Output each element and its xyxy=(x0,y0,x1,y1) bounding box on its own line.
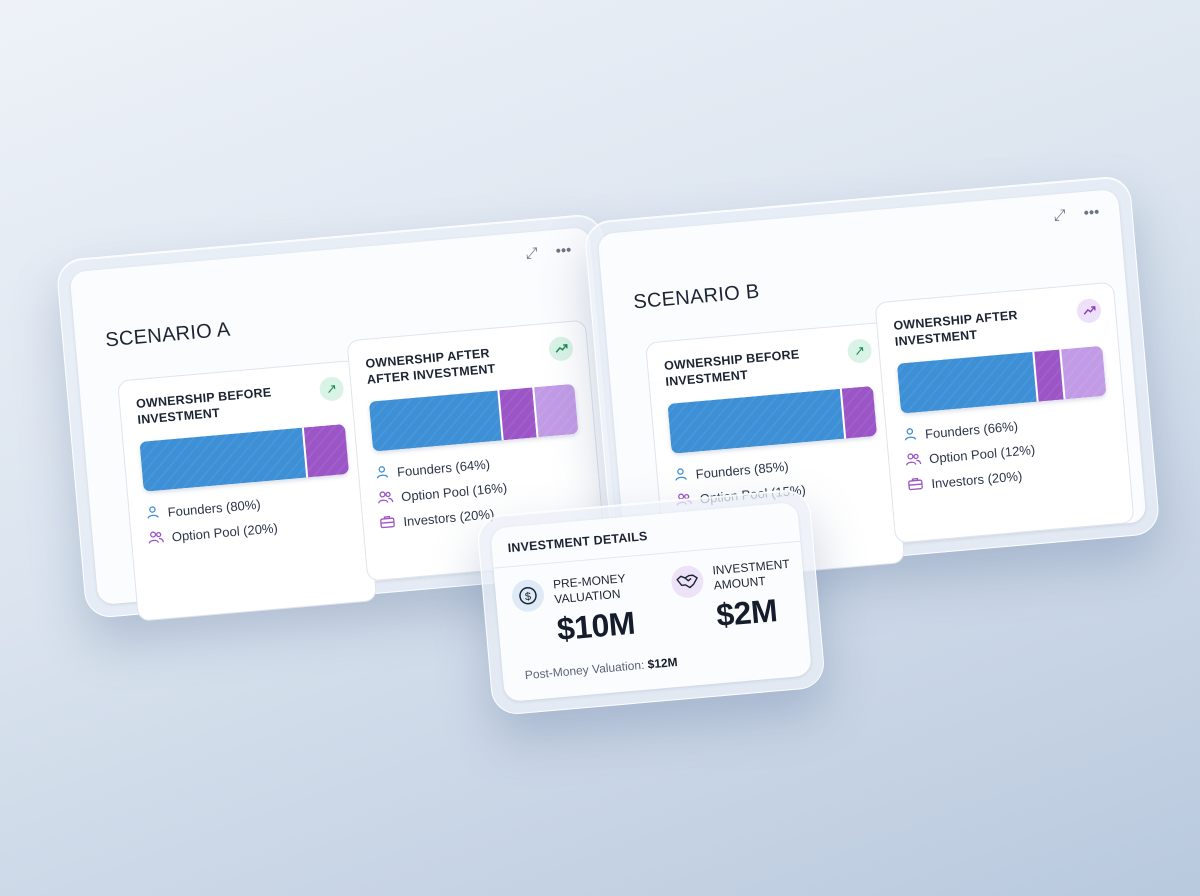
investment-details-window: Investment Details $ Pre-Money Valuation… xyxy=(490,501,812,703)
expand-icon[interactable]: ⤢ xyxy=(1053,206,1067,225)
person-icon xyxy=(374,464,389,482)
person-icon xyxy=(902,426,917,444)
handshake-icon xyxy=(670,564,705,600)
more-icon[interactable]: ••• xyxy=(1082,203,1101,222)
legend-item: Option Pool (12%) xyxy=(905,434,1112,469)
ownership-after-card: Ownership After Investment Founders (66%… xyxy=(874,281,1135,544)
trending-up-icon xyxy=(1075,297,1102,324)
legend-item: Investors (20%) xyxy=(379,497,586,532)
arrow-up-right-icon: ↗ xyxy=(318,375,345,402)
investment-amount-value: $2M xyxy=(714,592,779,634)
card-title: Ownership After Investment xyxy=(892,308,1019,349)
legend-label: Founders (85%) xyxy=(695,458,790,482)
trending-up-icon xyxy=(547,335,574,362)
option-pool-segment xyxy=(497,387,537,441)
person-icon xyxy=(673,466,688,484)
legend-label: Investors (20%) xyxy=(930,468,1023,492)
legend: Founders (80%) Option Pool (20%) xyxy=(145,488,354,548)
ownership-after-card: Ownership After After Investment Founder… xyxy=(346,319,607,582)
legend-item: Founders (66%) xyxy=(902,410,1109,445)
svg-text:$: $ xyxy=(525,591,532,603)
investors-segment xyxy=(531,383,579,438)
ownership-bar xyxy=(667,385,878,454)
founders-segment xyxy=(139,427,307,492)
pre-money-value: $10M xyxy=(555,604,637,648)
window-controls: ⤢ ••• xyxy=(1053,203,1101,225)
briefcase-icon xyxy=(379,514,396,532)
investment-details-frame: Investment Details $ Pre-Money Valuation… xyxy=(475,487,827,717)
ownership-before-card: Ownership Before Investment ↗ Founders (… xyxy=(117,359,378,622)
window-controls: ⤢ ••• xyxy=(525,241,573,263)
person-icon xyxy=(145,504,160,522)
post-money-value: $12M xyxy=(647,654,679,672)
post-money-valuation: Post-Money Valuation: $12M xyxy=(524,655,678,682)
founders-segment xyxy=(896,351,1037,414)
more-icon[interactable]: ••• xyxy=(554,241,573,260)
ownership-bar xyxy=(896,345,1107,414)
ownership-bar xyxy=(368,383,579,452)
investment-amount-label: Investment Amount xyxy=(711,556,790,593)
dollar-coin-icon: $ xyxy=(510,578,546,614)
pre-money-label: Pre-Money Valuation xyxy=(552,571,626,607)
legend-label: Founders (66%) xyxy=(924,418,1019,442)
card-title: Ownership After After Investment xyxy=(364,346,496,387)
legend-item: Founders (85%) xyxy=(673,450,880,485)
legend-label: Option Pool (12%) xyxy=(928,442,1036,467)
card-title: Ownership Before Investment xyxy=(135,385,272,427)
pre-money-metric: $ Pre-Money Valuation $10M xyxy=(510,570,649,652)
people-icon xyxy=(377,489,394,507)
legend-item: Investors (20%) xyxy=(907,459,1114,494)
card-title: Ownership Before Investment xyxy=(663,347,800,389)
people-icon xyxy=(147,529,164,547)
legend-label: Founders (80%) xyxy=(167,496,262,520)
people-icon xyxy=(905,451,922,469)
founders-segment xyxy=(667,388,845,454)
investors-segment xyxy=(1059,345,1107,400)
legend-label: Founders (64%) xyxy=(396,456,491,480)
legend: Founders (64%) Option Pool (16%) Investors… xyxy=(374,448,585,533)
ownership-bar xyxy=(139,423,350,492)
expand-icon[interactable]: ⤢ xyxy=(525,244,539,263)
legend-item: Option Pool (20%) xyxy=(147,513,354,548)
briefcase-icon xyxy=(907,476,924,494)
scenario-title: SCENARIO B xyxy=(632,280,761,314)
investment-details-title: Investment Details xyxy=(490,501,801,569)
founders-segment xyxy=(368,390,503,452)
scenario-title: SCENARIO A xyxy=(104,318,232,352)
legend-item: Founders (64%) xyxy=(374,448,581,483)
investment-amount-metric: Investment Amount $2M xyxy=(670,556,808,638)
option-pool-segment xyxy=(840,385,878,439)
option-pool-segment xyxy=(302,423,350,478)
scenario-a-frame: ⤢ ••• SCENARIO A Ownership Before Invest… xyxy=(55,212,633,622)
scenario-a-window: ⤢ ••• SCENARIO A Ownership Before Invest… xyxy=(69,226,619,622)
legend-item: Founders (80%) xyxy=(145,488,352,523)
legend-item: Option Pool (16%) xyxy=(377,472,584,507)
legend-label: Option Pool (16%) xyxy=(400,480,508,505)
post-money-label: Post-Money Valuation: xyxy=(524,657,645,683)
arrow-up-right-icon: ↗ xyxy=(846,337,873,364)
legend: Founders (66%) Option Pool (12%) Investors… xyxy=(902,410,1113,495)
legend-label: Option Pool (20%) xyxy=(171,520,279,545)
